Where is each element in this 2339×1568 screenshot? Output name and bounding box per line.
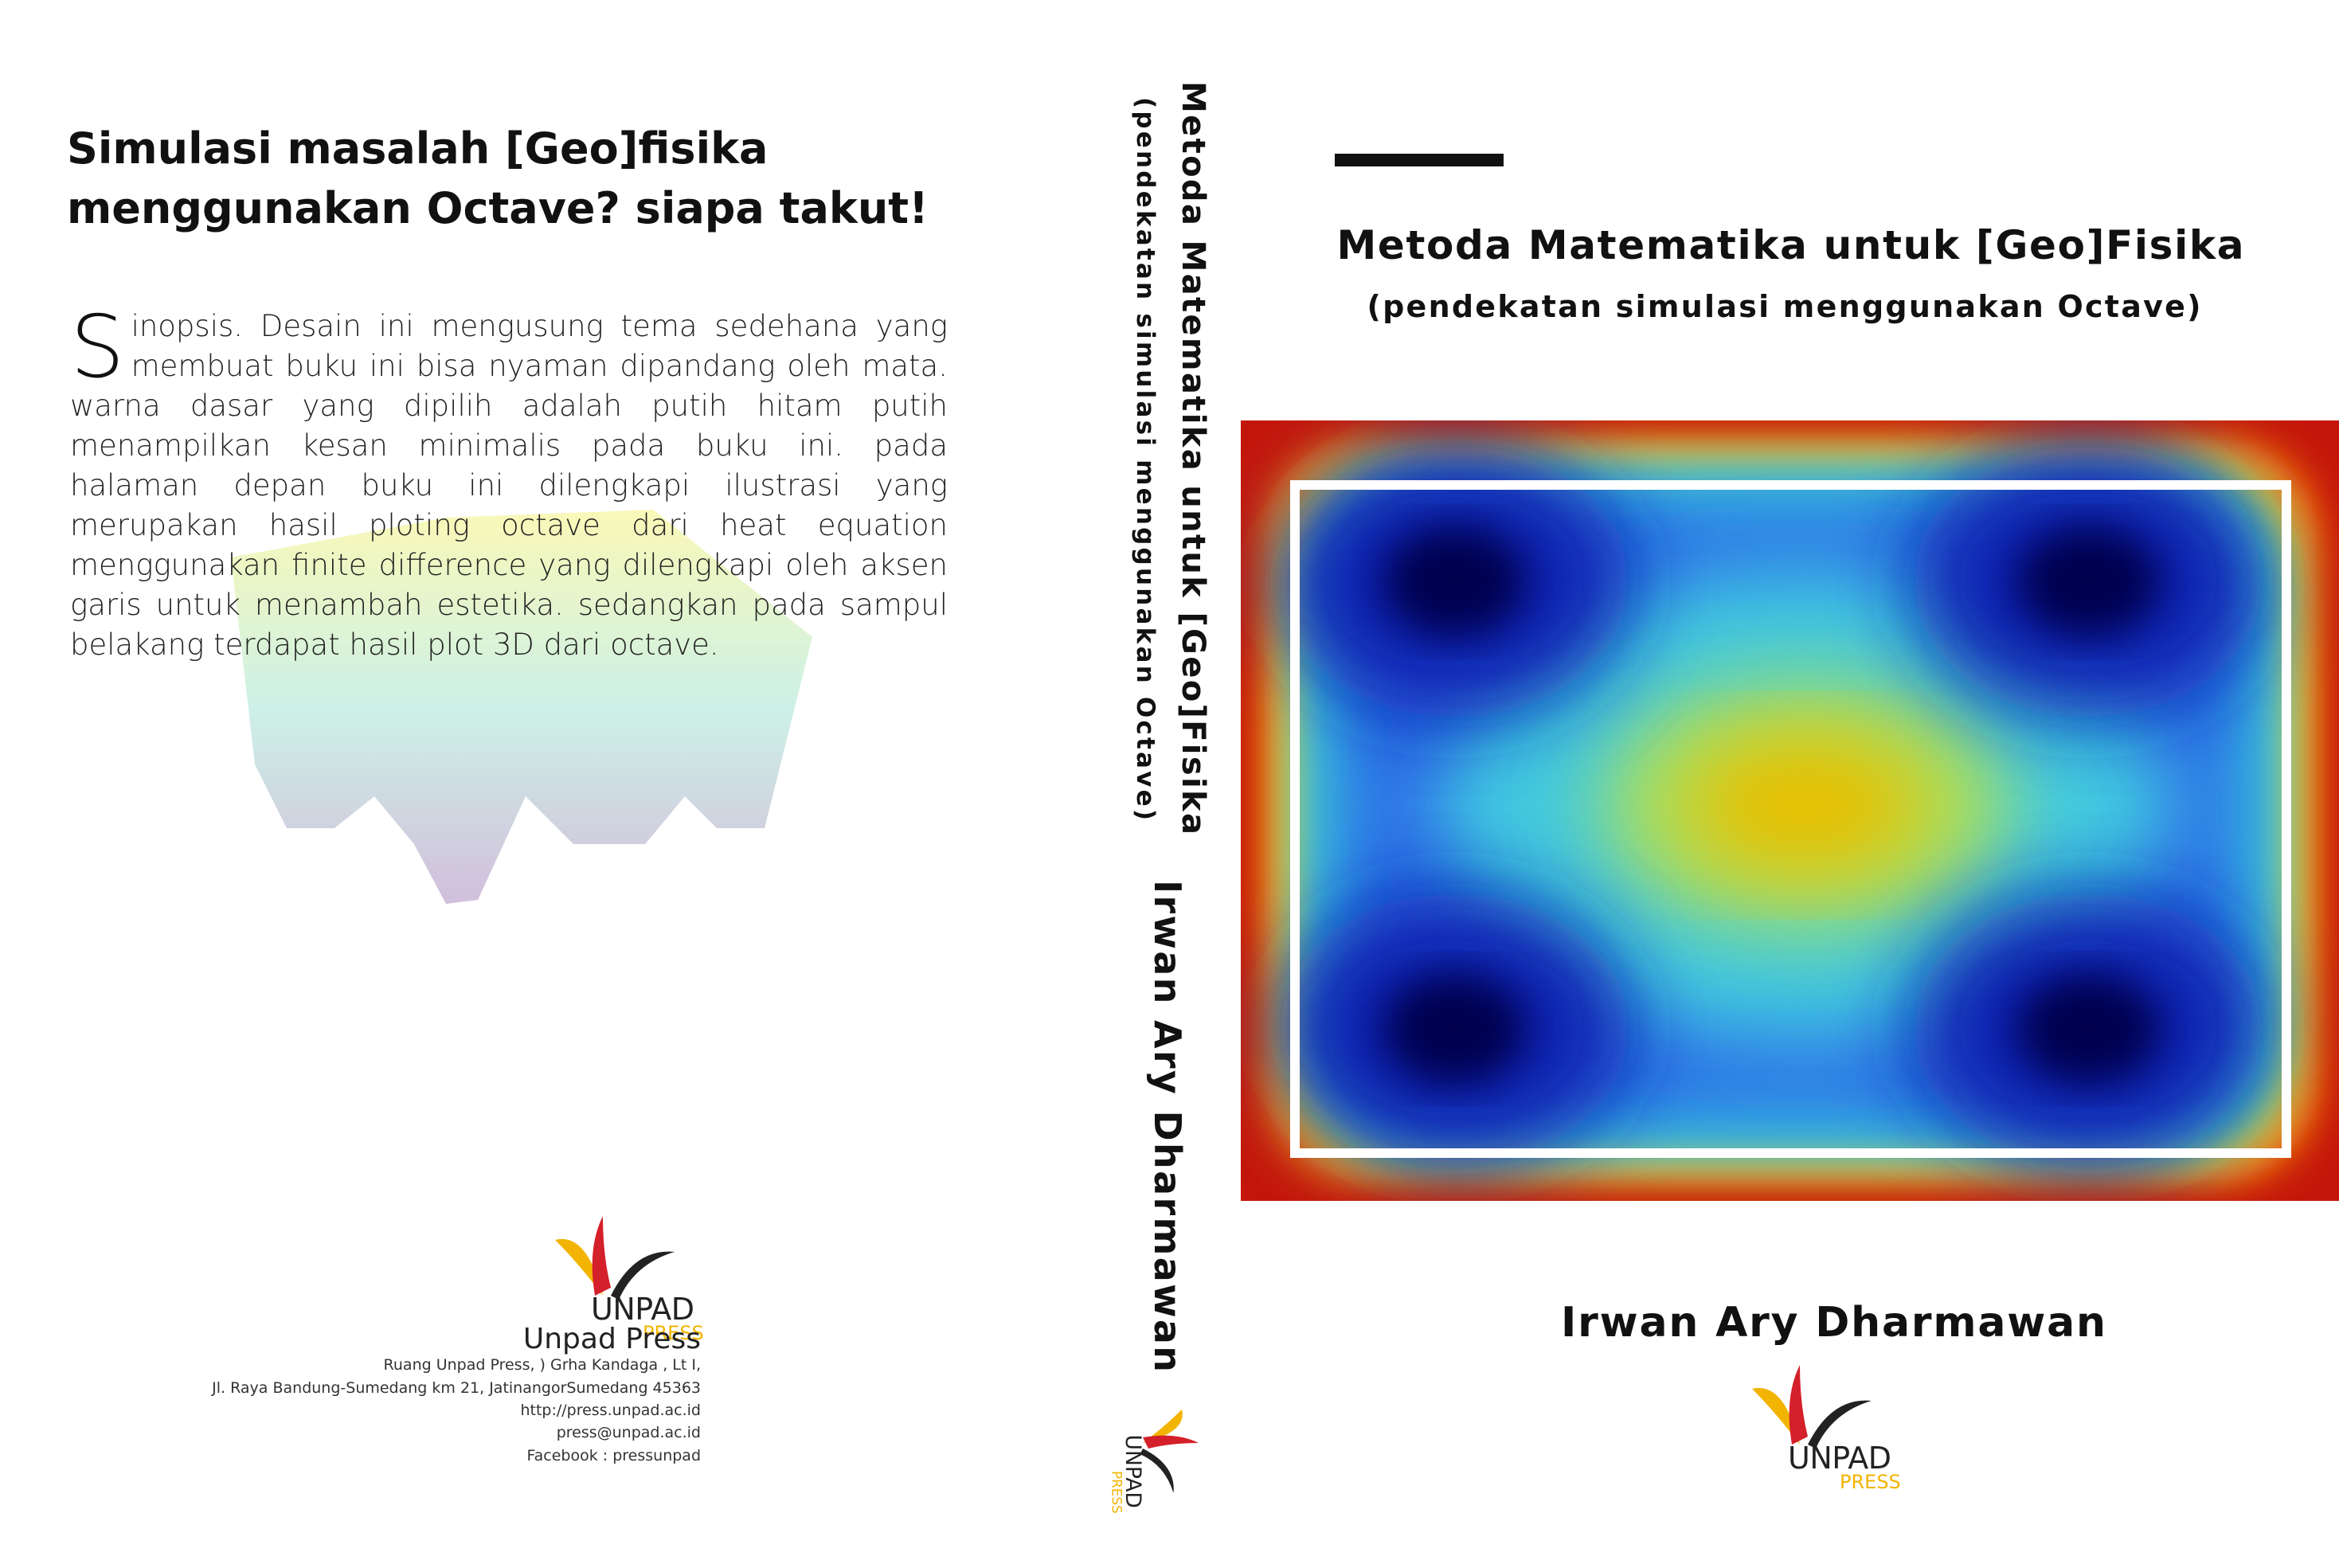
front-logo: UNPAD PRESS <box>1752 1365 1901 1493</box>
address-line: Facebook : pressunpad <box>526 1447 701 1464</box>
front-title: Metoda Matematika untuk [Geo]Fisika <box>1337 222 2244 268</box>
plot-3d <box>231 510 812 904</box>
address-line: press@unpad.ac.id <box>557 1424 701 1441</box>
front-author: Irwan Ary Dharmawan <box>1561 1299 2106 1347</box>
publisher-name: Unpad Press <box>523 1323 701 1355</box>
address-line: http://press.unpad.ac.id <box>520 1402 701 1419</box>
logo-name: UNPAD <box>591 1292 694 1327</box>
accent-bar <box>1335 154 1504 166</box>
logo-name: UNPAD <box>1788 1441 1891 1476</box>
heatmap <box>1241 420 2339 1201</box>
spine-title: Metoda Matematika untuk [Geo]Fisika <box>1175 81 1211 835</box>
address-line: Jl. Raya Bandung-Sumedang km 21, Jatinan… <box>211 1379 701 1397</box>
logo-name: UNPAD <box>1121 1435 1145 1508</box>
synopsis-text: inopsis. Desain ini mengusung tema sedeh… <box>70 309 948 662</box>
spine-subtitle: (pendekatan simulasi menggunakan Octave) <box>1131 97 1160 820</box>
front-subtitle: (pendekatan simulasi menggunakan Octave) <box>1367 289 2201 324</box>
drop-cap: S <box>70 298 125 397</box>
spine-logo: UNPAD PRESS <box>1109 1410 1199 1514</box>
logo-sub: PRESS <box>1840 1471 1901 1493</box>
address-line: Ruang Unpad Press, ) Grha Kandaga , Lt I… <box>384 1356 701 1374</box>
back-title: Simulasi masalah [Geo]fisika <box>67 123 768 174</box>
logo-sub: PRESS <box>643 1322 704 1344</box>
logo-sub: PRESS <box>1109 1471 1125 1514</box>
logo: UNPAD PRESS <box>555 1216 704 1344</box>
spine-author: Irwan Ary Dharmawan <box>1146 880 1189 1372</box>
back-title: menggunakan Octave? siapa takut! <box>67 183 929 233</box>
